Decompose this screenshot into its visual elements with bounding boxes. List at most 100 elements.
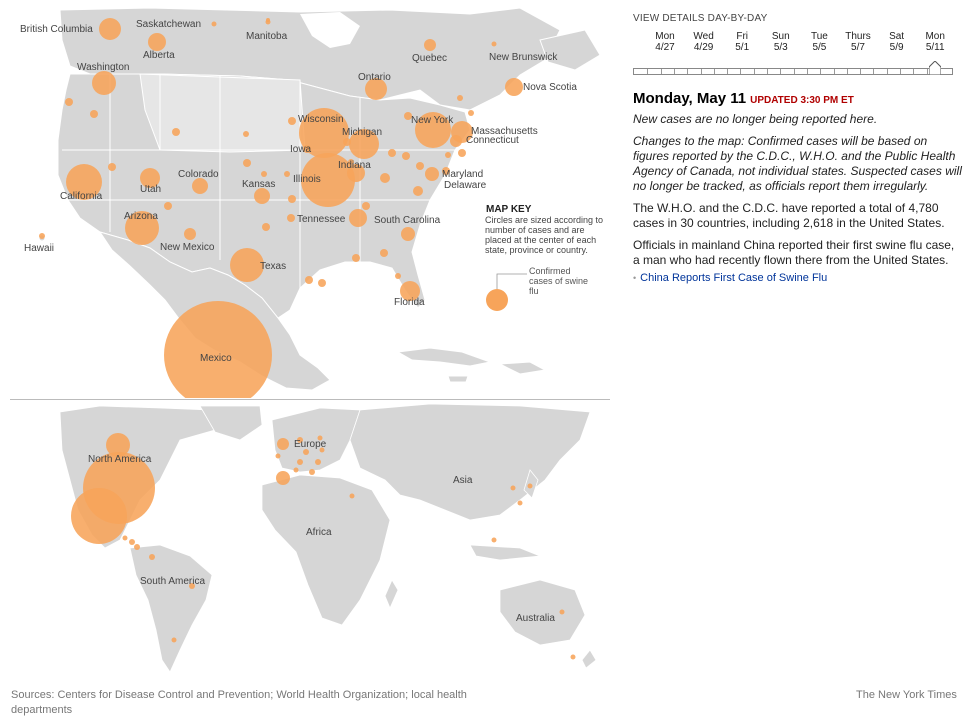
case-circle-asia-4[interactable] <box>491 537 497 543</box>
case-circle-nova-scotia[interactable] <box>505 78 523 96</box>
case-circle-south-carolina[interactable] <box>401 227 415 241</box>
case-circle-europe-2[interactable] <box>276 471 290 485</box>
case-circle-quebec[interactable] <box>424 39 436 51</box>
case-circle-europe-6[interactable] <box>315 459 321 465</box>
case-circle-s-14[interactable] <box>362 202 370 210</box>
case-circle-michigan[interactable] <box>349 129 379 159</box>
case-circle-florida[interactable] <box>400 281 420 301</box>
case-circle-new-brunswick[interactable] <box>491 41 497 47</box>
case-circle-hawaii[interactable] <box>39 233 45 239</box>
case-circle-europe-12[interactable] <box>349 493 355 499</box>
case-circle-s-12[interactable] <box>318 279 326 287</box>
case-circle-alberta[interactable] <box>148 33 166 51</box>
case-circle-s-19[interactable] <box>413 186 423 196</box>
case-circle-wisconsin[interactable] <box>299 108 349 158</box>
case-circle-colorado[interactable] <box>192 178 208 194</box>
case-circle-latam-1[interactable] <box>122 535 128 541</box>
case-circle-s-27[interactable] <box>457 95 463 101</box>
case-circle-s-16[interactable] <box>388 149 396 157</box>
case-circle-s-29[interactable] <box>458 149 466 157</box>
case-circle-s-6[interactable] <box>243 131 249 137</box>
case-circle-s-7[interactable] <box>243 159 251 167</box>
case-circle-central-2[interactable] <box>134 544 140 550</box>
case-circle-s-3[interactable] <box>108 163 116 171</box>
case-circle-canada-world[interactable] <box>106 433 130 457</box>
case-circle-asia-2[interactable] <box>527 483 533 489</box>
case-circle-washington[interactable] <box>92 71 116 95</box>
case-circle-kansas[interactable] <box>254 188 270 204</box>
case-circle-ontario[interactable] <box>365 78 387 100</box>
case-circle-s-17[interactable] <box>402 152 410 160</box>
case-circle-europe-8[interactable] <box>297 459 303 465</box>
case-circle-europe-4[interactable] <box>317 435 323 441</box>
case-circle-s-25[interactable] <box>348 159 354 165</box>
case-circle-s-2[interactable] <box>65 98 73 106</box>
case-circle-s-15[interactable] <box>380 173 390 183</box>
case-circle-new-mexico[interactable] <box>184 228 196 240</box>
case-circle-mexico[interactable] <box>164 301 272 398</box>
case-circle-asia-1[interactable] <box>510 485 516 491</box>
timeline-day-4[interactable]: Tue 5/5 <box>794 31 844 53</box>
case-circle-delaware[interactable] <box>442 167 450 175</box>
china-article-link-text[interactable]: China Reports First Case of Swine Flu <box>640 272 828 284</box>
case-circle-s-18[interactable] <box>416 162 424 170</box>
case-circle-s-24[interactable] <box>343 138 351 146</box>
case-circle-california[interactable] <box>66 164 102 200</box>
timeline-slider-handle[interactable] <box>929 61 942 75</box>
timeline-track[interactable] <box>633 68 953 75</box>
timeline-day-3[interactable]: Sun 5/3 <box>756 31 806 53</box>
case-circle-arizona[interactable] <box>125 211 159 245</box>
case-circle-europe-7[interactable] <box>309 469 315 475</box>
case-circle-texas[interactable] <box>230 248 264 282</box>
timeline-day-0[interactable]: Mon 4/27 <box>640 31 690 53</box>
case-circle-sa-1[interactable] <box>171 637 177 643</box>
case-circle-mexico-world[interactable] <box>71 488 127 544</box>
case-circle-s-4[interactable] <box>164 202 172 210</box>
case-circle-s-22[interactable] <box>287 214 295 222</box>
case-circle-s-1[interactable] <box>90 110 98 118</box>
case-circle-s-28[interactable] <box>468 110 474 116</box>
case-circle-s-9[interactable] <box>261 171 267 177</box>
timeline-day-7[interactable]: Mon 5/11 <box>910 31 960 53</box>
case-circle-europe-5[interactable] <box>303 449 309 455</box>
case-circle-illinois[interactable] <box>301 153 355 207</box>
case-circle-s-11[interactable] <box>305 276 313 284</box>
case-circle-europe-3[interactable] <box>297 437 303 443</box>
case-circle-central-3[interactable] <box>149 554 155 560</box>
day-by-day-timeline[interactable]: Mon 4/27 Wed 4/29 Fri 5/1 Sun 5/3 Tue 5/5 Thurs 5/7… <box>633 31 953 81</box>
case-circle-europe-10[interactable] <box>275 453 281 459</box>
case-circle-s-30[interactable] <box>445 152 451 158</box>
case-circle-new-york[interactable] <box>415 112 451 148</box>
case-circle-tennessee[interactable] <box>349 209 367 227</box>
timeline-day-6[interactable]: Sat 5/9 <box>872 31 922 53</box>
case-circle-s-32[interactable] <box>303 145 311 153</box>
case-circle-s-21[interactable] <box>395 273 401 279</box>
case-circle-central-4[interactable] <box>189 583 195 589</box>
case-circle-connecticut[interactable] <box>450 135 462 147</box>
case-circle-central-1[interactable] <box>129 539 135 545</box>
timeline-day-2[interactable]: Fri 5/1 <box>717 31 767 53</box>
case-circle-british-columbia[interactable] <box>99 18 121 40</box>
case-circle-utah[interactable] <box>140 168 160 188</box>
timeline-day-1[interactable]: Wed 4/29 <box>679 31 729 53</box>
case-circle-indiana[interactable] <box>347 164 365 182</box>
case-circle-asia-3[interactable] <box>517 500 523 506</box>
china-article-link[interactable]: • China Reports First Case of Swine Flu <box>633 272 827 284</box>
case-circle-nz-1[interactable] <box>570 654 576 660</box>
case-circle-europe-11[interactable] <box>293 467 299 473</box>
timeline-day-5[interactable]: Thurs 5/7 <box>833 31 883 53</box>
case-circle-s-26[interactable] <box>404 112 412 120</box>
case-circle-maryland[interactable] <box>425 167 439 181</box>
case-circle-s-13[interactable] <box>352 254 360 262</box>
case-circle-s-31[interactable] <box>266 18 270 22</box>
case-circle-europe-1[interactable] <box>277 438 289 450</box>
case-circle-s-23[interactable] <box>284 171 290 177</box>
case-circle-iowa[interactable] <box>288 117 296 125</box>
case-circle-saskatchewan[interactable] <box>211 21 217 27</box>
case-circle-europe-9[interactable] <box>319 447 325 453</box>
case-circle-s-20[interactable] <box>380 249 388 257</box>
case-circle-s-5[interactable] <box>172 128 180 136</box>
case-circle-s-8[interactable] <box>262 223 270 231</box>
case-circle-s-10[interactable] <box>288 195 296 203</box>
case-circle-australia-1[interactable] <box>559 609 565 615</box>
